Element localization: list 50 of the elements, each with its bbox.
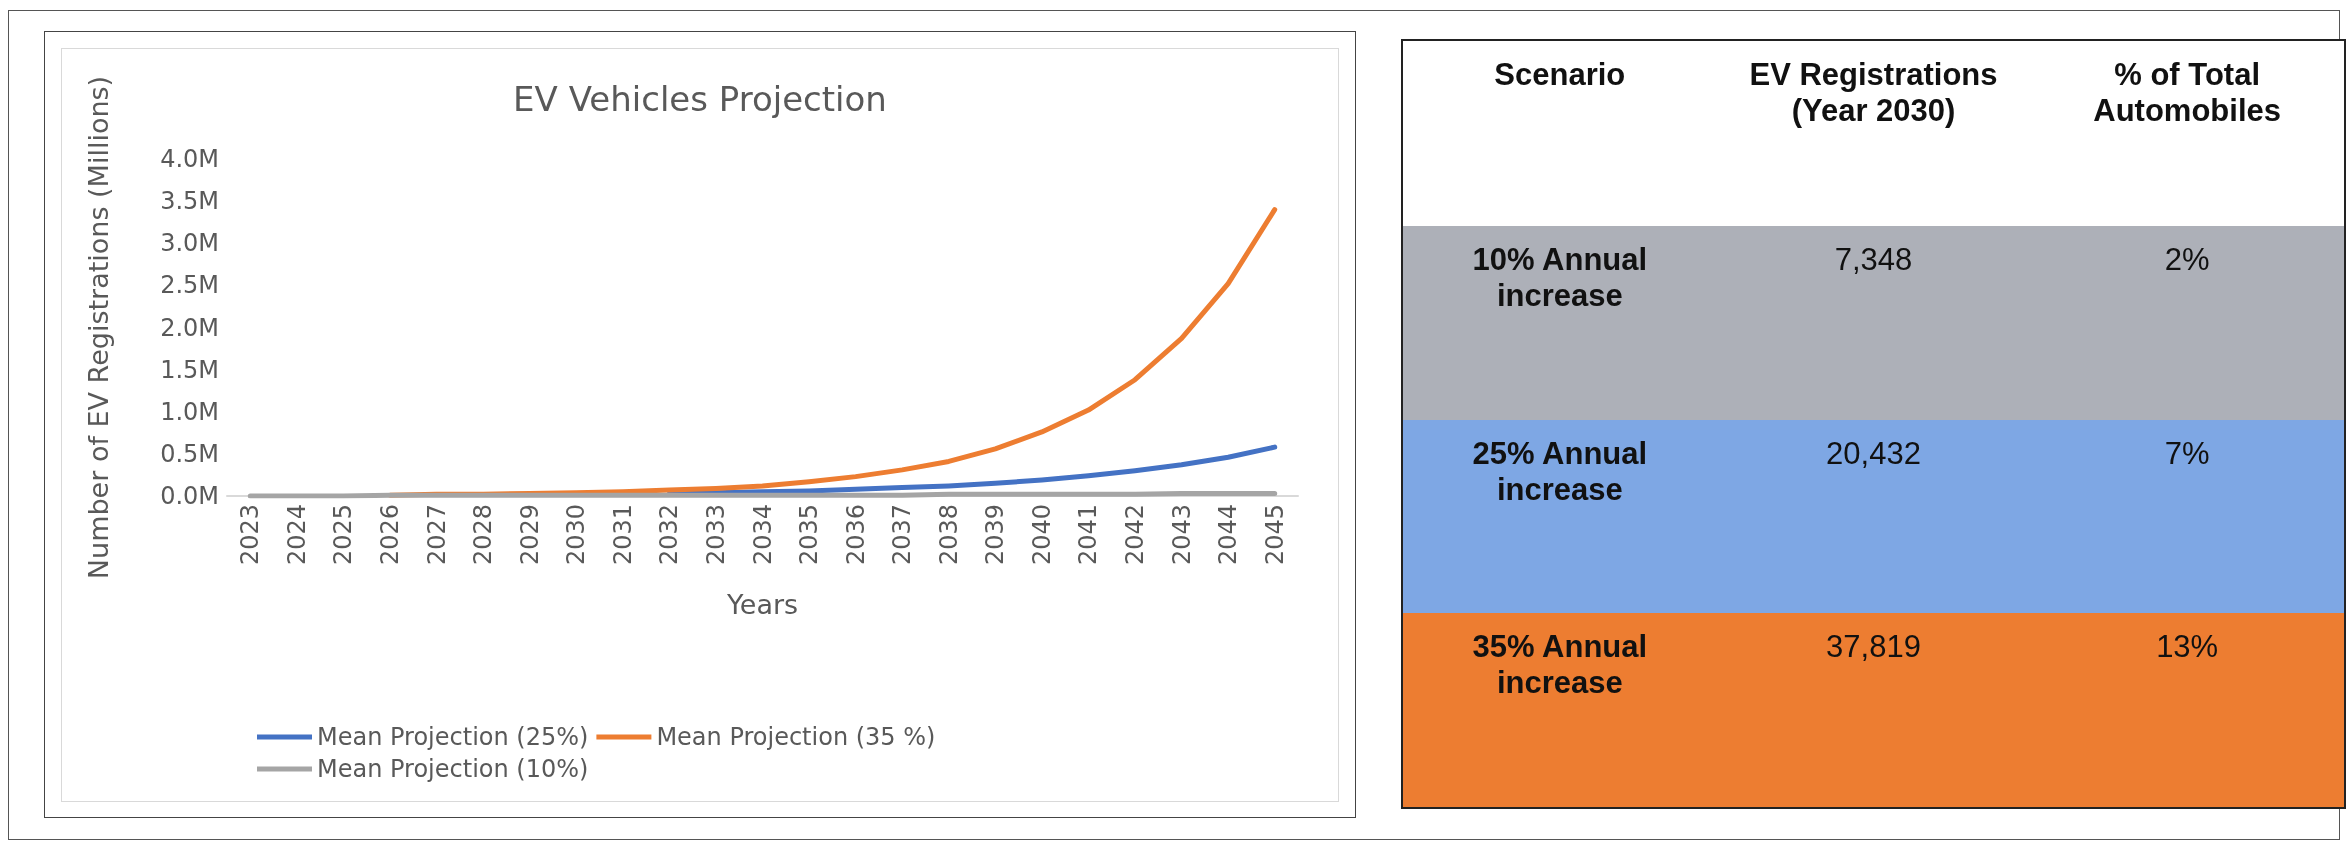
x-tick-label: 2041 [1074,504,1103,566]
legend-label: Mean Projection (35 %) [656,723,936,751]
y-tick-label: 4.0M [160,145,219,173]
x-tick-label: 2042 [1121,504,1150,566]
x-tick-label: 2035 [795,504,824,566]
x-tick-label: 2045 [1260,504,1289,566]
text: 35% Annual increase [1403,613,1717,807]
x-tick-label: 2033 [701,504,730,566]
y-tick-label: 3.5M [160,187,219,216]
text: 2% [2030,226,2344,420]
x-tick-label: 2038 [934,504,963,566]
chart-title: EV Vehicles Projection [513,79,887,119]
text: 7,348 [1716,226,2031,420]
text: 37,819 [1716,613,2031,807]
text: Scenario [1403,41,1717,226]
text: 13% [2030,613,2344,807]
x-tick-label: 2044 [1214,504,1243,566]
x-tick-label: 2036 [841,504,870,566]
text: % of Total Automobiles [2030,41,2344,226]
x-tick-label: 2025 [329,504,358,566]
x-tick-label: 2043 [1167,504,1196,566]
x-tick-label: 2029 [515,504,544,566]
legend-label: Mean Projection (25%) [317,723,589,751]
x-tick-label: 2039 [981,504,1010,566]
x-tick-label: 2024 [282,504,311,566]
y-tick-label: 2.0M [160,313,219,342]
text: EV Registrations (Year 2030) [1716,41,2031,226]
x-tick-label: 2023 [236,504,265,566]
y-tick-label: 2.5M [160,271,219,300]
text: 10% Annual increase [1403,226,1717,420]
x-tick-label: 2034 [748,504,777,566]
x-tick-label: 2030 [562,504,591,566]
y-axis-title: Number of EV Registrations (Millions) [83,75,114,580]
x-tick-label: 2026 [375,504,404,566]
text: 25% Annual increase [1403,419,1717,614]
text: 20,432 [1716,419,2031,614]
y-tick-label: 3.0M [160,229,219,258]
y-tick-label: 1.0M [160,397,219,426]
x-tick-label: 2027 [422,504,451,566]
x-tick-label: 2032 [655,504,684,566]
y-tick-label: 0.5M [160,439,219,468]
legend-label: Mean Projection (10%) [317,755,589,783]
text: 7% [2030,419,2344,614]
x-tick-label: 2031 [608,504,637,566]
x-tick-label: 2040 [1027,504,1056,566]
x-axis-title: Years [725,589,799,620]
y-tick-label: 0.0M [160,482,219,510]
x-tick-label: 2028 [469,504,498,566]
x-tick-label: 2037 [888,504,917,566]
y-tick-label: 1.5M [160,355,219,384]
